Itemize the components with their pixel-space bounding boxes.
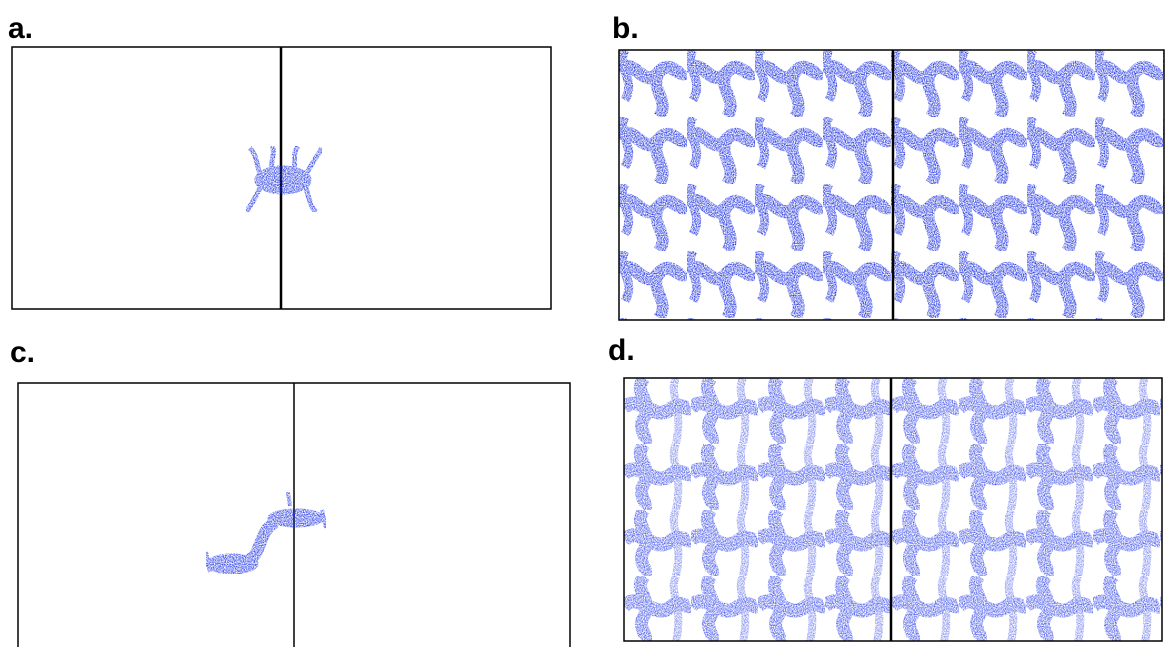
panel-a bbox=[11, 46, 552, 310]
panel-label: b. bbox=[612, 12, 639, 45]
panel-b bbox=[618, 49, 1165, 321]
frame bbox=[623, 377, 1163, 642]
panel-label: a. bbox=[8, 12, 34, 45]
panel-label: c. bbox=[10, 336, 36, 369]
panel-c bbox=[17, 382, 571, 647]
density-lattice bbox=[619, 50, 1164, 320]
panel-label: d. bbox=[608, 334, 635, 367]
density-cloud bbox=[204, 491, 328, 575]
frame bbox=[618, 49, 1165, 321]
panel-d bbox=[623, 377, 1163, 642]
density-cloud bbox=[243, 144, 325, 214]
density-lattice bbox=[624, 378, 1162, 641]
